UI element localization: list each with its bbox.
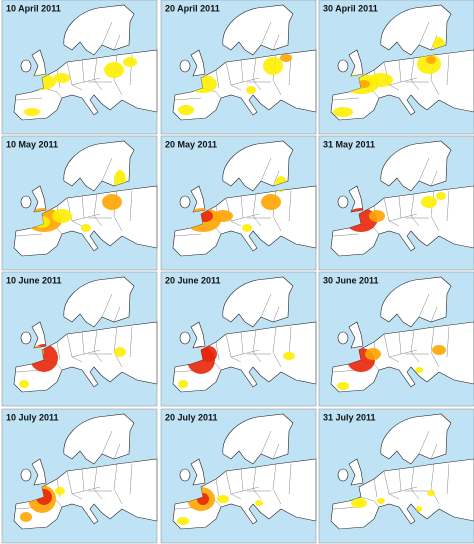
heat-area xyxy=(261,194,281,210)
heat-layer xyxy=(333,37,445,117)
heat-area xyxy=(436,192,446,200)
heat-area xyxy=(52,209,72,223)
heat-area xyxy=(20,512,32,522)
heat-area xyxy=(427,490,435,496)
map-panel: 10 July 2011 xyxy=(1,408,158,544)
heat-area xyxy=(432,345,446,355)
heat-area xyxy=(54,73,70,83)
heat-area xyxy=(426,56,436,64)
map-panel: 10 May 2011 xyxy=(1,135,158,271)
map-panel: 20 June 2011 xyxy=(160,271,317,407)
heat-area xyxy=(213,210,233,222)
heat-area xyxy=(102,194,122,210)
heat-area xyxy=(178,380,188,388)
map-panel: 20 April 2011 xyxy=(160,0,317,135)
heat-area xyxy=(377,498,385,504)
panel-label: 30 April 2011 xyxy=(323,3,378,13)
heat-area xyxy=(369,73,393,87)
panel-label: 31 July 2011 xyxy=(323,412,376,422)
panel-border xyxy=(318,408,474,544)
panel-label: 10 July 2011 xyxy=(6,412,59,422)
heat-area xyxy=(365,348,381,360)
panel-border xyxy=(160,135,317,271)
heat-area xyxy=(255,500,263,506)
panel-border xyxy=(318,0,474,135)
heat-area xyxy=(333,107,353,117)
map-panel: 10 June 2011 xyxy=(1,271,158,407)
heat-area xyxy=(337,382,349,390)
panel-border xyxy=(160,0,317,135)
map-panel: 20 May 2011 xyxy=(160,135,317,271)
heat-layer xyxy=(351,490,435,512)
europe-map xyxy=(1,135,158,271)
panel-border xyxy=(1,271,158,407)
europe-map xyxy=(160,135,317,271)
heat-area xyxy=(283,352,295,360)
europe-map xyxy=(1,408,158,544)
panel-label: 10 April 2011 xyxy=(6,3,61,13)
panel-label: 20 May 2011 xyxy=(165,139,217,149)
panel-border xyxy=(1,408,158,544)
heat-area xyxy=(246,86,256,94)
heat-area xyxy=(421,196,437,208)
panel-border xyxy=(160,408,317,544)
heat-area xyxy=(263,57,283,75)
heat-area xyxy=(369,210,385,222)
map-panel: 31 July 2011 xyxy=(318,408,474,544)
heat-area xyxy=(19,380,29,388)
heat-area xyxy=(123,57,137,67)
heat-area xyxy=(177,517,189,525)
map-panel: 10 April 2011 xyxy=(1,0,158,135)
panel-border xyxy=(318,271,474,407)
heat-area xyxy=(201,346,217,362)
map-panel: 20 July 2011 xyxy=(160,408,317,544)
panel-border xyxy=(1,135,158,271)
panel-label: 10 May 2011 xyxy=(6,139,58,149)
europe-map xyxy=(318,135,474,271)
map-panel: 30 April 2011 xyxy=(318,0,474,135)
panel-border xyxy=(1,0,158,135)
panel-label: 20 April 2011 xyxy=(165,3,220,13)
panel-label: 20 July 2011 xyxy=(165,412,218,422)
heat-area xyxy=(104,62,124,78)
panel-label: 10 June 2011 xyxy=(6,275,62,285)
panel-label: 30 June 2011 xyxy=(323,275,379,285)
heat-area xyxy=(114,347,126,357)
heat-area xyxy=(416,506,422,512)
heat-area xyxy=(358,80,370,88)
heat-area xyxy=(24,108,40,116)
panel-label: 20 June 2011 xyxy=(165,275,221,285)
heat-area xyxy=(217,495,229,503)
map-panel: 30 June 2011 xyxy=(318,271,474,407)
heat-area xyxy=(178,105,194,115)
europe-map xyxy=(318,408,474,544)
heat-area xyxy=(81,224,91,232)
panel-border xyxy=(318,135,474,271)
map-panel: 31 May 2011 xyxy=(318,135,474,271)
heat-area xyxy=(280,54,292,62)
heat-area xyxy=(55,487,65,495)
panel-label: 31 May 2011 xyxy=(323,139,375,149)
panel-border xyxy=(160,271,317,407)
heat-area xyxy=(242,224,252,232)
heat-area xyxy=(351,498,367,508)
heat-area xyxy=(415,367,423,373)
